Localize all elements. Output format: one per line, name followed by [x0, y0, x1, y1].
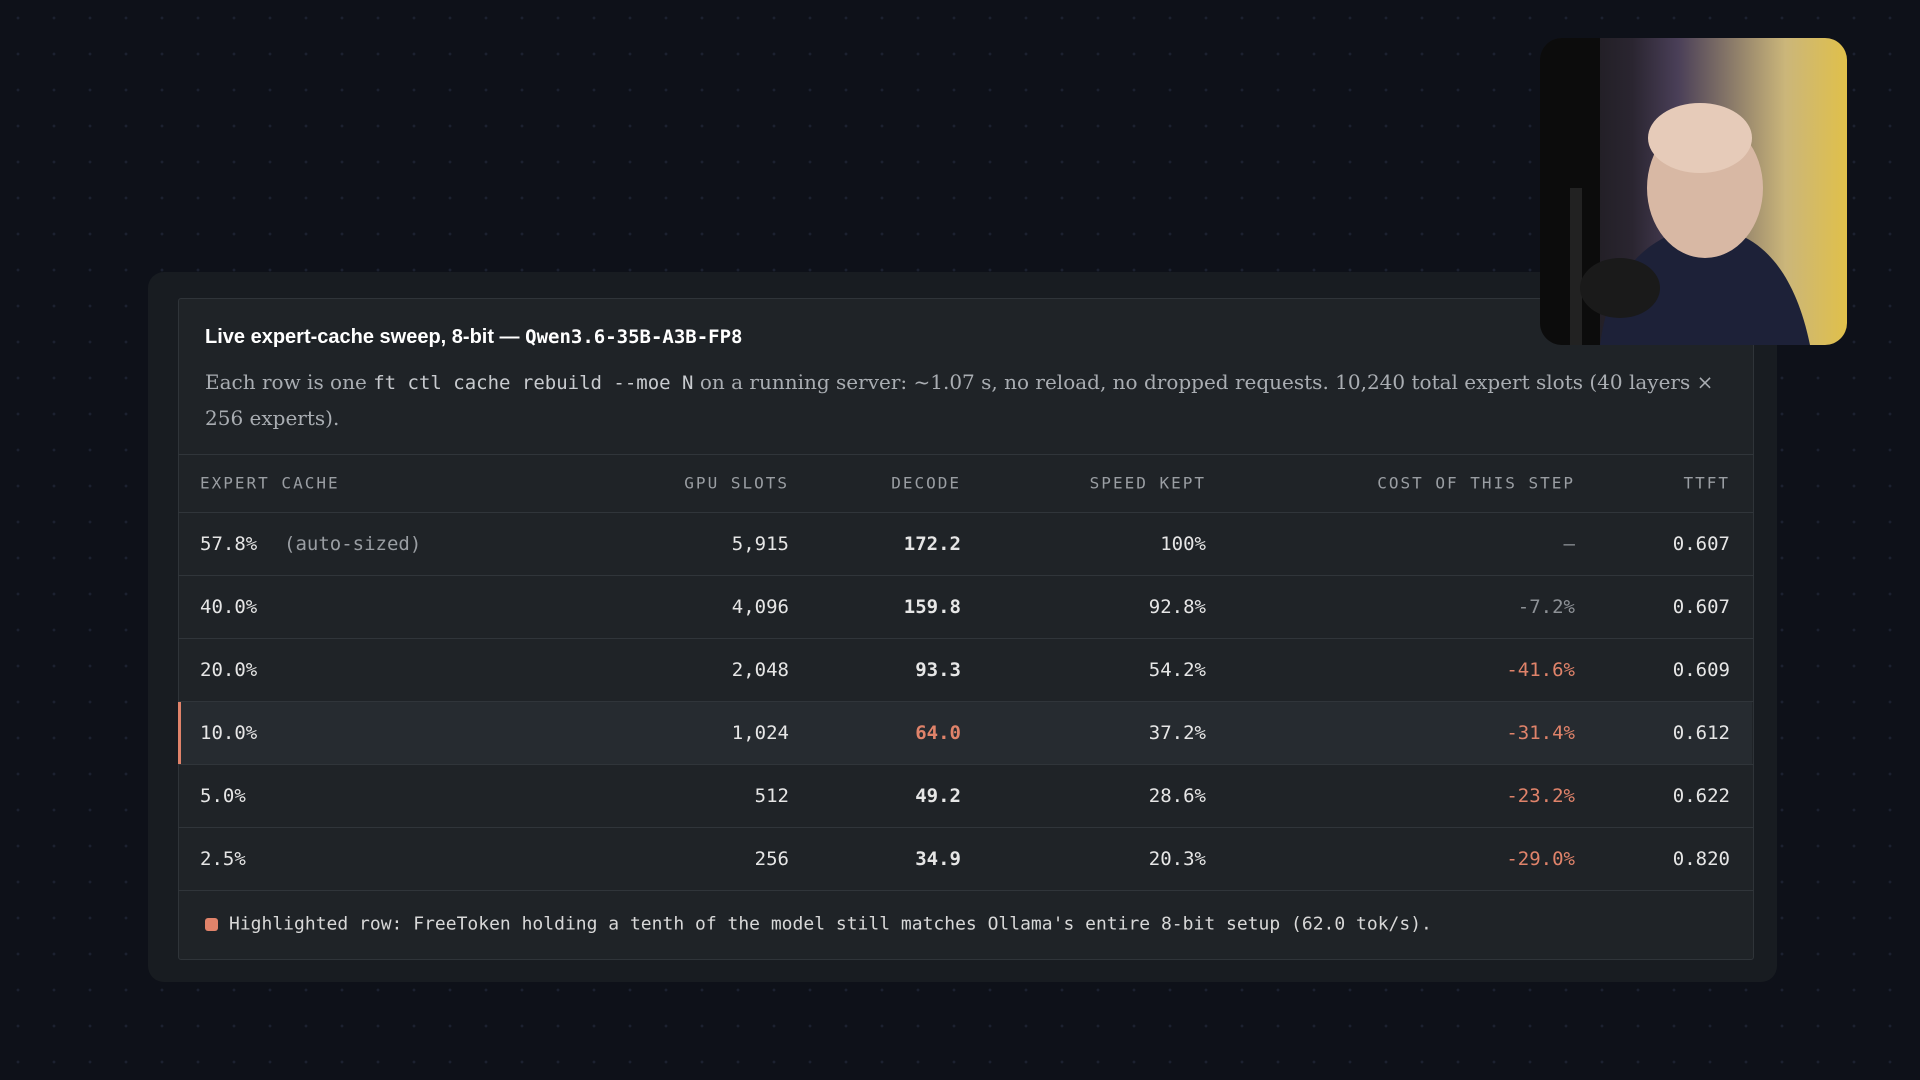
column-header: SPEED KEPT [1089, 473, 1206, 493]
table-cell: 2.5% [200, 847, 246, 870]
table-cell: 512 [754, 784, 789, 807]
table-cell: 0.622 [1672, 784, 1730, 807]
table-cell: 28.6% [1148, 784, 1206, 807]
title-text: Live expert-cache sweep, 8-bit — [205, 326, 526, 348]
table-cell: 0.609 [1672, 658, 1730, 681]
column-header: TTFT [1683, 473, 1730, 493]
table-cell: -7.2% [1517, 595, 1575, 618]
table-cell: -31.4% [1506, 721, 1575, 744]
divider [178, 454, 1754, 455]
table-cell: 4,096 [731, 595, 789, 618]
table-cell: 5,915 [731, 532, 789, 555]
table-cell: 0.607 [1672, 532, 1730, 555]
column-header: DECODE [891, 473, 961, 493]
desc-text: Each row is one [205, 370, 374, 394]
webcam-image [1540, 38, 1810, 345]
table-cell: 0.820 [1672, 847, 1730, 870]
table-cell: 54.2% [1148, 658, 1206, 681]
table-cell: 57.8% [200, 532, 258, 555]
cell-note: (auto-sized) [284, 532, 422, 555]
table-cell: 100% [1160, 532, 1206, 555]
table-cell: 49.2 [915, 784, 961, 807]
desc-text: on a running server: ~1.07 s, no reload,… [205, 370, 1714, 430]
desc-code: ft ctl cache rebuild --moe N [373, 372, 694, 394]
legend-swatch [205, 918, 218, 931]
table-cell: -23.2% [1506, 784, 1575, 807]
table-cell: 256 [754, 847, 789, 870]
divider [178, 575, 1754, 576]
title-model: Qwen3.6-35B-A3B-FP8 [525, 326, 743, 348]
divider [178, 827, 1754, 828]
table-cell: 93.3 [915, 658, 961, 681]
table-cell: -29.0% [1506, 847, 1575, 870]
table-cell: 159.8 [903, 595, 961, 618]
table-cell: 0.612 [1672, 721, 1730, 744]
table-cell: 5.0% [200, 784, 246, 807]
table-cell: 34.9 [915, 847, 961, 870]
column-header: EXPERT CACHE [200, 473, 340, 493]
column-header: GPU SLOTS [684, 473, 789, 493]
table-cell: 40.0% [200, 595, 258, 618]
table-cell: 0.607 [1672, 595, 1730, 618]
table-cell: 37.2% [1148, 721, 1206, 744]
table-cell: 1,024 [731, 721, 789, 744]
table-cell: -41.6% [1506, 658, 1575, 681]
divider [178, 701, 1754, 702]
card [178, 298, 1754, 960]
table-cell: — [1563, 532, 1575, 555]
table-cell: 20.0% [200, 658, 258, 681]
divider [178, 638, 1754, 639]
divider [178, 512, 1754, 513]
table-cell: 64.0 [915, 721, 961, 744]
divider [178, 890, 1754, 891]
table-cell: 10.0% [200, 721, 258, 744]
webcam [1540, 38, 1847, 345]
footnote: Highlighted row: FreeToken holding a ten… [229, 913, 1432, 935]
title: Live expert-cache sweep, 8-bit — Qwen3.6… [205, 326, 742, 349]
description: Each row is one ft ctl cache rebuild --m… [205, 364, 1725, 436]
column-header: COST OF THIS STEP [1377, 473, 1575, 493]
divider [178, 764, 1754, 765]
table-cell: 2,048 [731, 658, 789, 681]
table-cell: 20.3% [1148, 847, 1206, 870]
table-cell: 172.2 [903, 532, 961, 555]
table-cell: 92.8% [1148, 595, 1206, 618]
row-highlight [179, 702, 1752, 764]
row-marker [178, 702, 181, 764]
